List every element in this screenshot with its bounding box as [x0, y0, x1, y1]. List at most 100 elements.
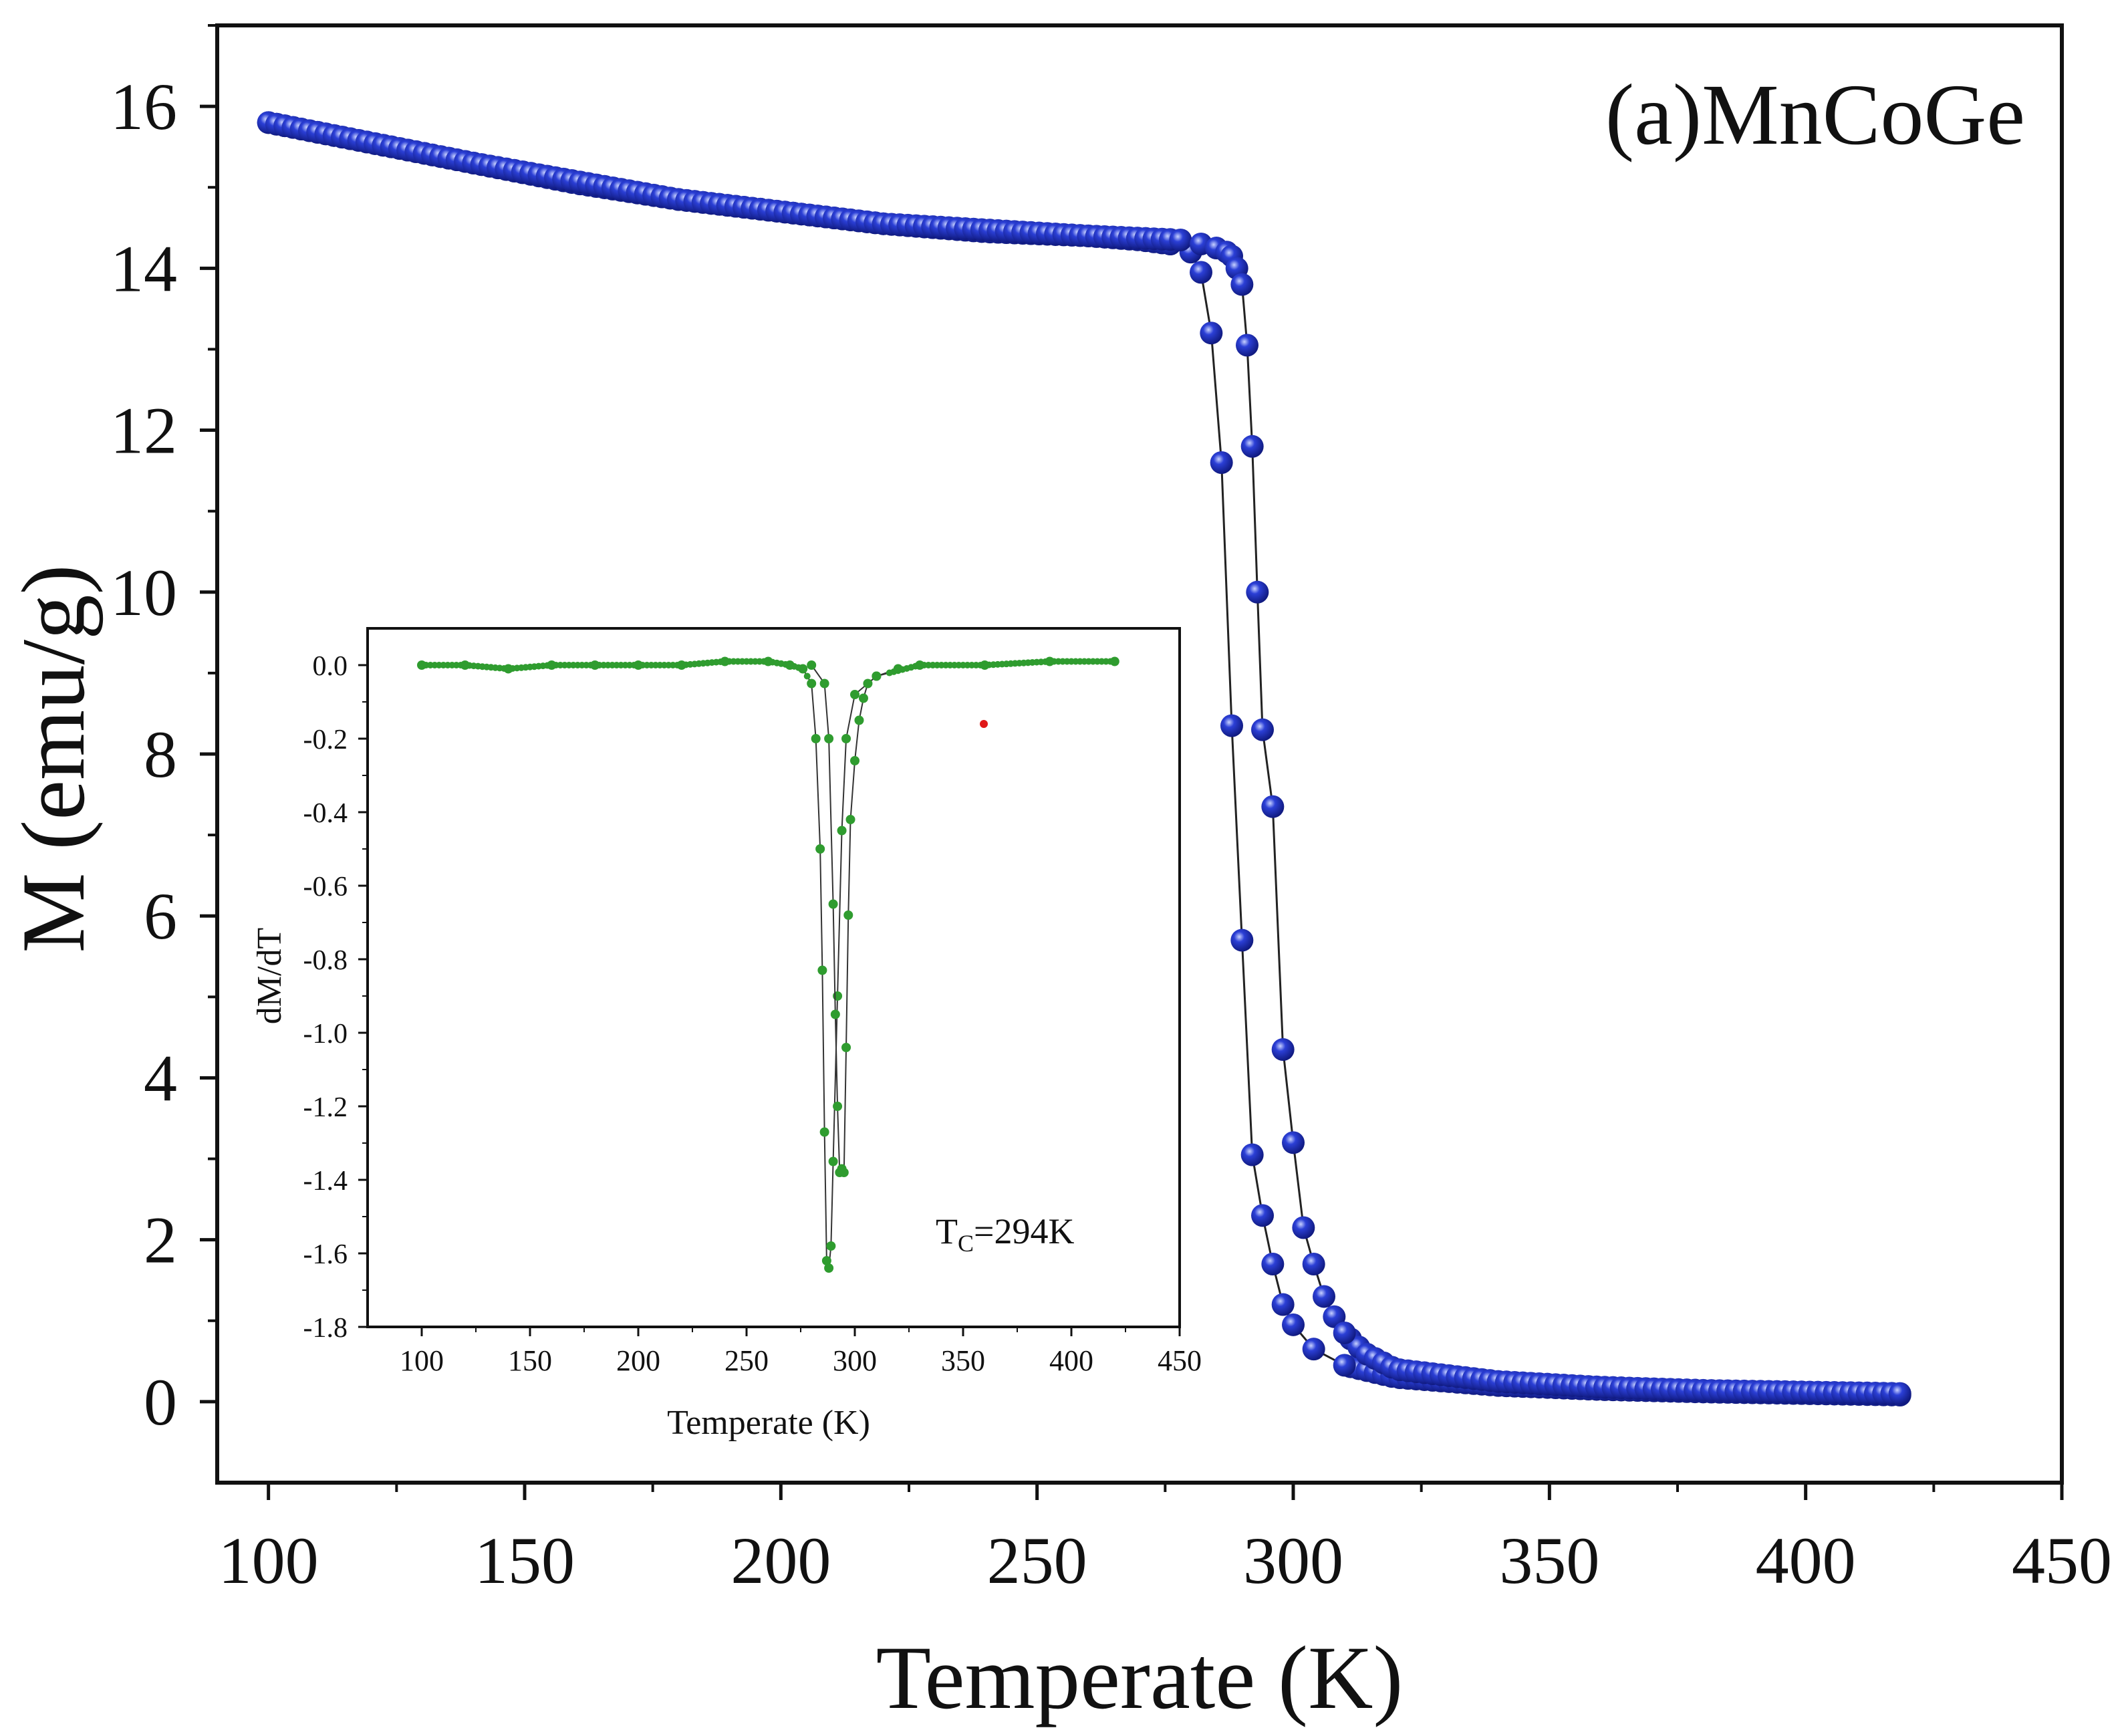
main-data-point: [1271, 1038, 1295, 1062]
inset-data-point: [815, 844, 825, 854]
main-data-point: [1271, 1293, 1295, 1316]
inset-plot-frame: [366, 627, 1181, 1328]
main-data-point: [1333, 1321, 1356, 1344]
inset-y-tick-label: 0.0: [313, 651, 348, 682]
main-x-tick-label: 150: [475, 1523, 575, 1598]
main-y-tick-label: 8: [144, 717, 177, 791]
main-data-point: [1169, 228, 1192, 251]
main-x-tick-label: 200: [731, 1523, 831, 1598]
main-data-point: [1313, 1285, 1335, 1308]
main-data-point: [1302, 1338, 1325, 1361]
main-data-point: [1251, 718, 1274, 741]
main-axes: 100 150 200 250 300 350 400 450 0 2 4 6 8 10 12 14 16: [110, 24, 2112, 1598]
inset-tc-value: =294K: [974, 1211, 1074, 1251]
inset-x-tick-label: 150: [508, 1344, 552, 1377]
inset-data-point: [854, 715, 864, 725]
inset-data-point: [819, 1127, 829, 1137]
inset-data-point: [837, 826, 847, 836]
inset-y-tick-label: -1.4: [303, 1166, 348, 1197]
inset-x-tick-label: 350: [941, 1344, 985, 1377]
inset-y-tick-label: -0.4: [303, 798, 348, 829]
inset-data-point: [863, 678, 873, 689]
inset-x-tick-label: 100: [400, 1344, 444, 1377]
main-x-tick-label: 400: [1756, 1523, 1856, 1598]
inset-data-point: [824, 734, 834, 743]
inset-x-tick-label: 300: [833, 1344, 877, 1377]
main-data-point: [1261, 1253, 1285, 1275]
main-y-axis-title: M (emu/g): [4, 564, 104, 953]
inset-y-tick-label: -0.6: [303, 872, 348, 902]
inset-y-tick-label: -1.8: [303, 1313, 348, 1344]
main-data-point: [1292, 1216, 1315, 1239]
main-x-tick-label: 300: [1243, 1523, 1343, 1598]
main-data-point: [1236, 334, 1258, 357]
main-x-tick-label: 100: [219, 1523, 319, 1598]
main-data-point: [1333, 1354, 1356, 1377]
inset-tc-annotation: TC=294K: [936, 1211, 1074, 1257]
inset-data-point: [811, 734, 821, 743]
main-y-tick-label: 12: [110, 394, 177, 468]
main-y-tick-label: 0: [144, 1365, 177, 1439]
main-chart-label: (a)MnCoGe: [1605, 67, 2025, 163]
inset-data-point: [826, 1241, 836, 1251]
inset-data-point: [821, 1256, 831, 1265]
inset-data-points: [417, 656, 1119, 1273]
main-data-point: [1240, 435, 1264, 458]
inset-x-tick-label: 200: [616, 1344, 660, 1377]
inset-tc-subscript: C: [958, 1230, 974, 1257]
main-y-tick-label: 16: [110, 70, 177, 144]
inset-data-point: [839, 1168, 849, 1177]
inset-y-tick-label: -1.6: [303, 1239, 348, 1270]
inset-data-point: [845, 815, 855, 824]
inset-data-point: [817, 965, 827, 975]
inset-x-tick-label: 450: [1158, 1344, 1202, 1377]
inset-data-point: [850, 690, 859, 699]
main-data-point: [1282, 1313, 1305, 1336]
main-y-tick-label: 4: [144, 1041, 177, 1115]
inset-x-tick-label: 250: [724, 1344, 769, 1377]
main-data-point: [1888, 1382, 1911, 1405]
main-data-point: [1240, 1143, 1264, 1166]
inset-data-point: [858, 693, 868, 703]
inset-y-axis-title: dM/dT: [251, 928, 289, 1024]
main-y-tick-label: 10: [110, 555, 177, 630]
inset-data-point: [850, 756, 859, 765]
inset-y-tick-label: -1.0: [303, 1019, 348, 1049]
main-x-tick-label: 450: [2012, 1523, 2112, 1598]
inset-x-tick-label: 400: [1049, 1344, 1093, 1377]
main-x-axis-title: Temperate (K): [876, 1628, 1404, 1728]
inset-data-point: [1111, 658, 1118, 665]
inset-data-point: [819, 678, 829, 689]
main-data-point: [1230, 273, 1254, 296]
main-y-tick-label: 2: [144, 1203, 177, 1277]
inset-data-point: [824, 1263, 834, 1273]
main-data-point: [1282, 1131, 1305, 1154]
main-x-tick-label: 250: [987, 1523, 1087, 1598]
main-x-tick-label: 350: [1499, 1523, 1599, 1598]
main-data-point: [1190, 261, 1212, 284]
inset-data-point: [830, 1009, 840, 1019]
inset-data-point: [799, 665, 807, 672]
main-data-point: [1302, 1253, 1325, 1275]
inset-y-tick-label: -0.2: [303, 725, 348, 755]
inset-data-point: [841, 1043, 851, 1052]
inset-red-marker: [980, 720, 988, 728]
inset-y-tick-label: -1.2: [303, 1092, 348, 1123]
inset-data-point: [808, 680, 815, 687]
inset-data-point: [807, 660, 817, 670]
main-data-point: [1230, 928, 1254, 952]
inset-data-point: [833, 1102, 843, 1111]
inset-data-point: [833, 991, 843, 1001]
inset-data-point: [803, 672, 811, 680]
main-data-point: [1261, 795, 1285, 818]
main-data-point: [1246, 580, 1269, 604]
inset-x-axis-title: Temperate (K): [667, 1404, 870, 1442]
main-data-point: [1323, 1305, 1346, 1328]
inset-data-point: [872, 671, 882, 681]
inset-data-point: [843, 910, 853, 920]
main-data-points: [257, 111, 1911, 1407]
main-data-point: [1220, 714, 1243, 737]
inset-data-point: [828, 899, 838, 909]
inset-y-tick-label: -0.8: [303, 945, 348, 976]
